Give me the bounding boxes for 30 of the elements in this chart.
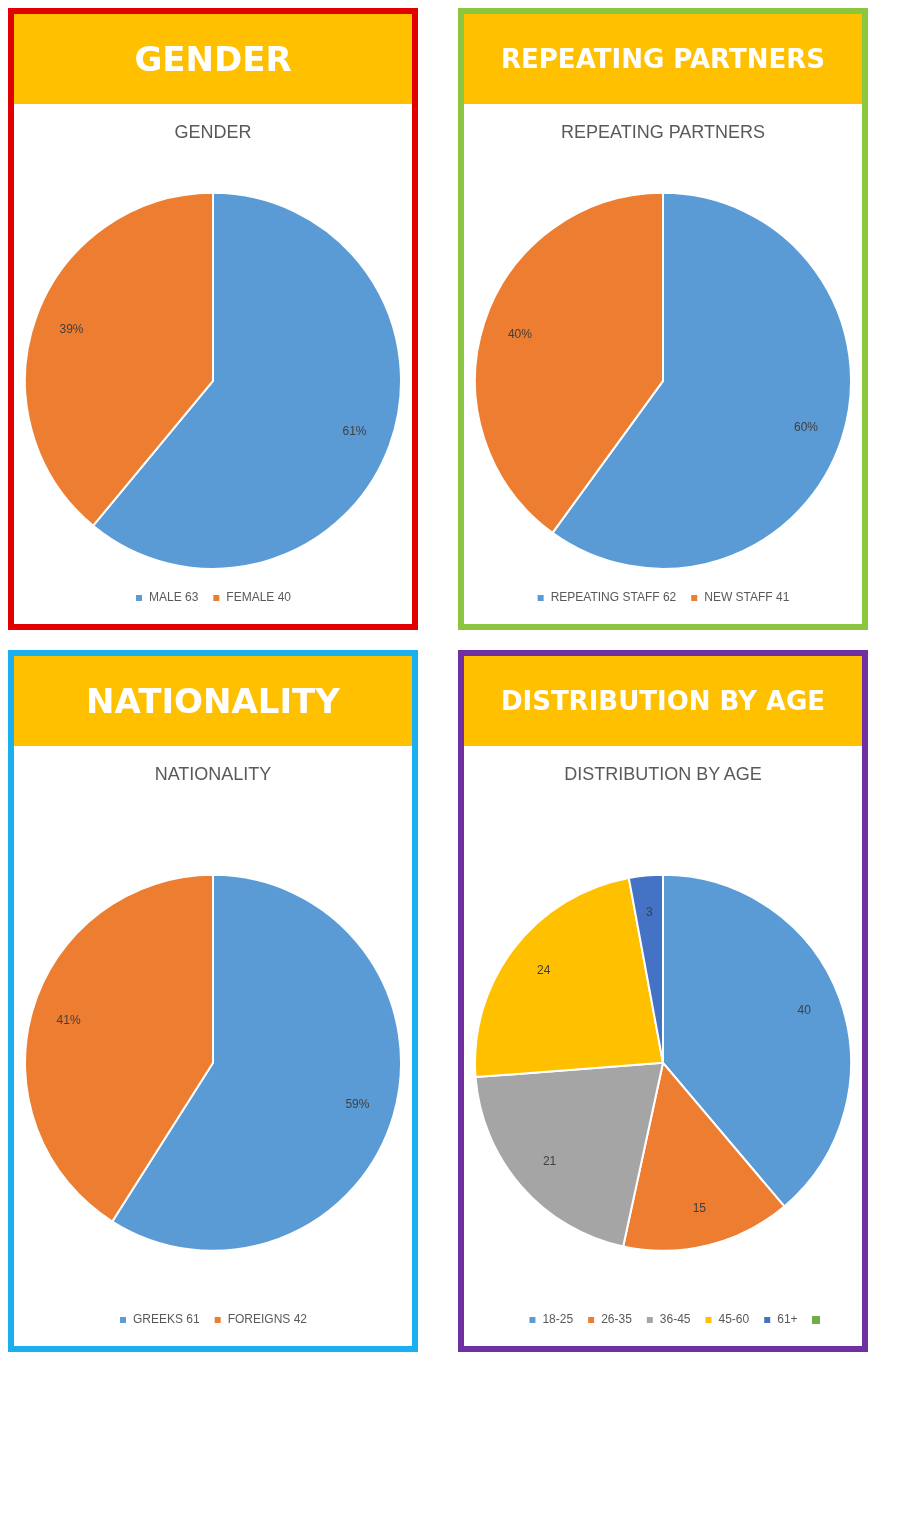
chart-subtitle: GENDER — [174, 121, 252, 142]
legend-label: GREEKS 61 — [132, 1312, 200, 1327]
chart-title: REPEATING PARTNERS — [464, 14, 862, 104]
legend-label: 26-35 — [601, 1312, 633, 1327]
chart-subtitle: DISTRIBUTION BY AGE — [564, 763, 762, 784]
data-label: 41% — [56, 1013, 81, 1028]
data-label: 61% — [342, 424, 367, 439]
data-label: 3 — [645, 905, 653, 920]
legend-label: REPEATING STAFF 62 — [550, 590, 677, 605]
data-label: 59% — [345, 1097, 370, 1112]
legend-label: MALE 63 — [148, 590, 199, 605]
legend-label: 18-25 — [542, 1312, 574, 1327]
chart-title: NATIONALITY — [14, 656, 412, 746]
data-label: 15 — [692, 1201, 707, 1216]
legend-label: FEMALE 40 — [226, 590, 292, 605]
chart-title: GENDER — [14, 14, 412, 104]
data-label: 40% — [507, 326, 533, 341]
chart-title: DISTRIBUTION BY AGE — [464, 656, 862, 746]
data-label: 21 — [542, 1153, 557, 1168]
legend-label: 45-60 — [718, 1312, 750, 1327]
legend-label: 36-45 — [659, 1312, 691, 1327]
legend-label: FOREIGNS 42 — [227, 1312, 308, 1327]
legend-label: 61+ — [777, 1312, 798, 1327]
chart-subtitle: REPEATING PARTNERS — [560, 121, 766, 142]
data-label: 24 — [537, 963, 551, 978]
data-label: 60% — [794, 419, 819, 434]
chart-subtitle: NATIONALITY — [154, 763, 272, 784]
legend-label: NEW STAFF 41 — [704, 590, 790, 605]
data-label: 39% — [59, 322, 84, 337]
data-label: 40 — [797, 1003, 812, 1018]
